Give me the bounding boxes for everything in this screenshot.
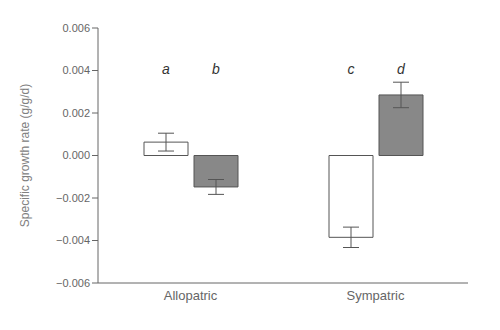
svg-text:−0.004: −0.004: [56, 234, 90, 246]
svg-text:d: d: [397, 61, 406, 77]
svg-text:0.002: 0.002: [62, 107, 90, 119]
svg-text:−0.006: −0.006: [56, 277, 90, 289]
svg-text:c: c: [348, 61, 355, 77]
svg-text:Specific growth rate (g/g/d): Specific growth rate (g/g/d): [18, 84, 32, 227]
svg-text:Allopatric: Allopatric: [164, 288, 218, 303]
svg-text:Sympatric: Sympatric: [347, 288, 405, 303]
svg-text:0.006: 0.006: [62, 22, 90, 34]
svg-text:0.004: 0.004: [62, 64, 90, 76]
svg-text:0.000: 0.000: [62, 149, 90, 161]
svg-text:b: b: [212, 61, 220, 77]
svg-text:−0.002: −0.002: [56, 192, 90, 204]
svg-text:a: a: [162, 61, 170, 77]
